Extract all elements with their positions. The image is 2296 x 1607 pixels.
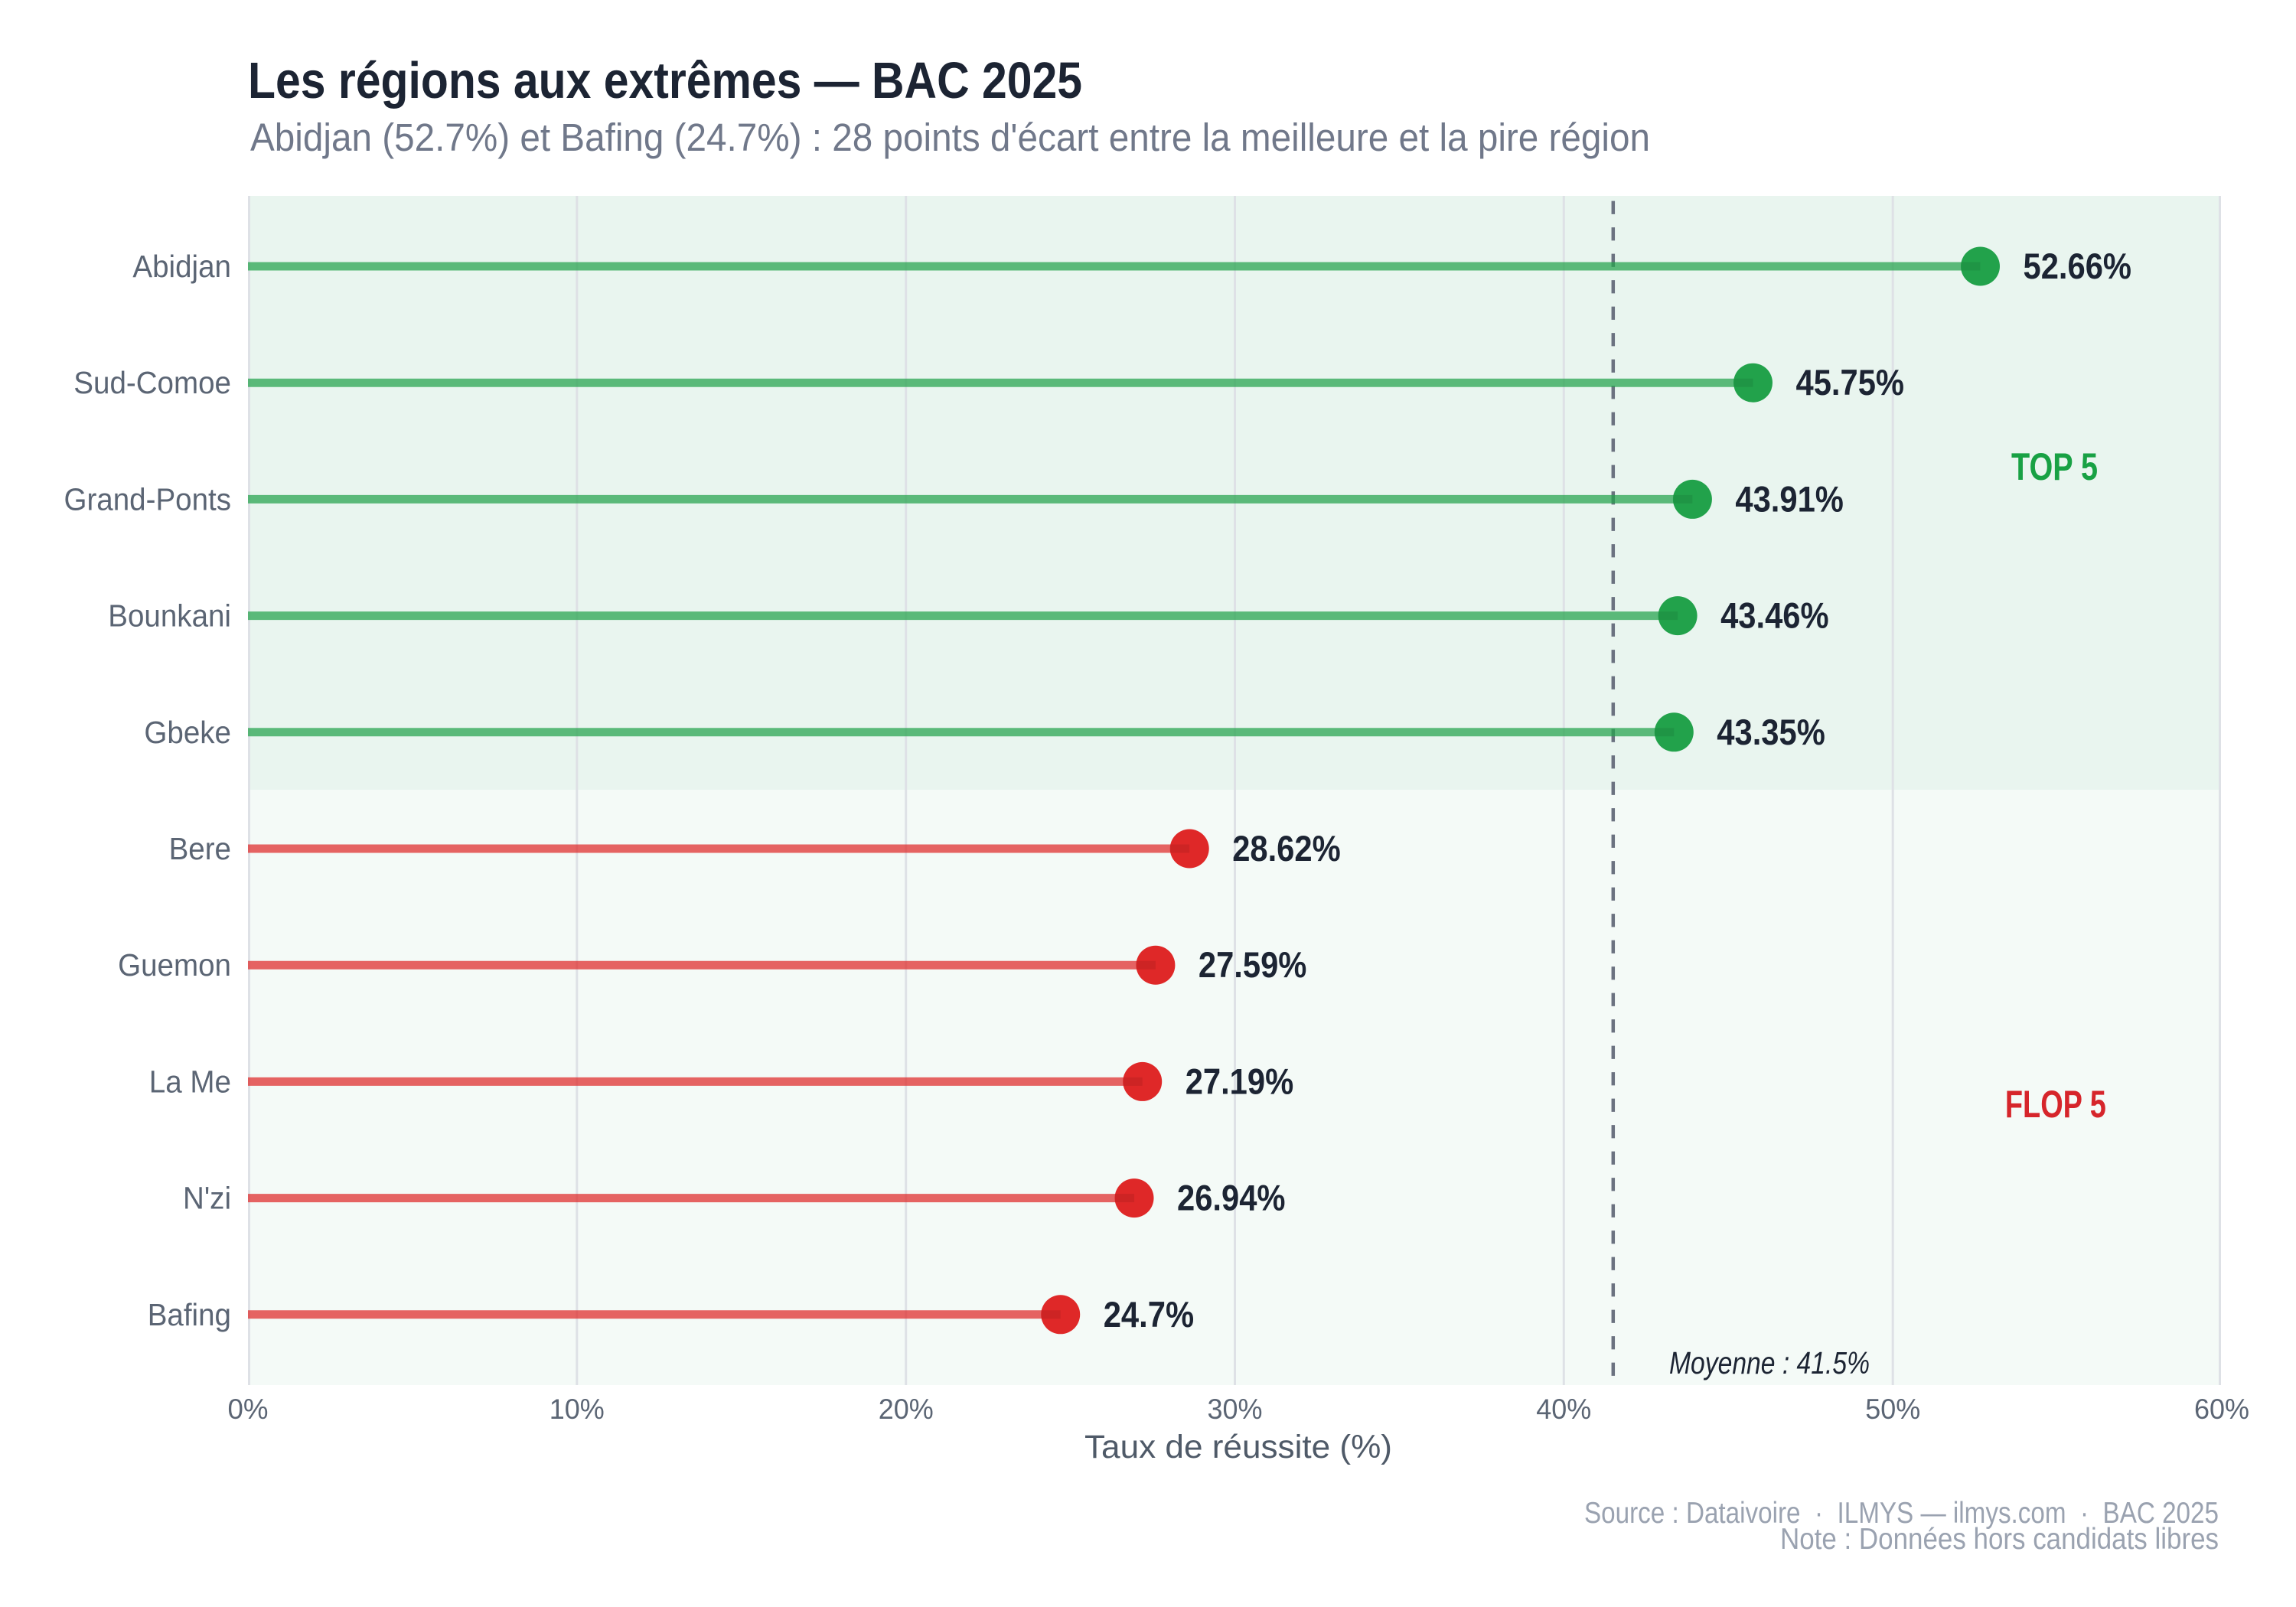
svg-text:Bere: Bere (169, 831, 231, 866)
svg-text:Source : Dataivoire · ILMYS: Source : Dataivoire · ILMYS — ilmys.com … (1584, 1497, 2219, 1530)
svg-text:Note : Données hors candidats: Note : Données hors candidats libres (1780, 1523, 2219, 1556)
svg-text:40%: 40% (1536, 1393, 1591, 1425)
svg-text:45.75%: 45.75% (1796, 362, 1905, 403)
svg-text:La Me: La Me (149, 1064, 231, 1099)
svg-text:26.94%: 26.94% (1177, 1178, 1286, 1218)
svg-text:52.66%: 52.66% (2024, 246, 2132, 286)
svg-text:Sud-Comoe: Sud-Comoe (73, 365, 231, 400)
svg-text:Moyenne : 41.5%: Moyenne : 41.5% (1669, 1345, 1870, 1380)
svg-text:Guemon: Guemon (118, 947, 231, 983)
svg-text:Les régions aux extrêmes — BAC: Les régions aux extrêmes — BAC 2025 (248, 52, 1082, 109)
svg-text:28.62%: 28.62% (1232, 828, 1341, 869)
svg-text:FLOP 5: FLOP 5 (2005, 1083, 2106, 1126)
svg-text:0%: 0% (228, 1393, 269, 1425)
svg-text:Bafing: Bafing (148, 1297, 231, 1332)
svg-text:43.91%: 43.91% (1735, 478, 1844, 519)
svg-text:TOP 5: TOP 5 (2011, 445, 2098, 488)
svg-text:Bounkani: Bounkani (108, 598, 231, 634)
svg-text:Abidjan: Abidjan (132, 249, 231, 284)
svg-text:30%: 30% (1208, 1393, 1263, 1425)
svg-text:Grand-Ponts: Grand-Ponts (64, 481, 232, 517)
svg-text:Abidjan (52.7%) et Bafing (24.: Abidjan (52.7%) et Bafing (24.7%) : 28 p… (250, 116, 1650, 159)
svg-text:20%: 20% (879, 1393, 934, 1425)
svg-text:43.35%: 43.35% (1717, 712, 1825, 752)
svg-text:60%: 60% (2194, 1393, 2249, 1425)
svg-text:50%: 50% (1865, 1393, 1920, 1425)
svg-text:24.7%: 24.7% (1104, 1294, 1194, 1335)
svg-text:Taux de réussite (%): Taux de réussite (%) (1084, 1429, 1392, 1465)
svg-text:Gbeke: Gbeke (144, 715, 231, 750)
svg-text:27.59%: 27.59% (1199, 944, 1307, 985)
svg-text:10%: 10% (550, 1393, 605, 1425)
svg-text:N'zi: N'zi (183, 1181, 231, 1216)
svg-text:43.46%: 43.46% (1720, 595, 1829, 636)
svg-text:27.19%: 27.19% (1186, 1061, 1294, 1101)
